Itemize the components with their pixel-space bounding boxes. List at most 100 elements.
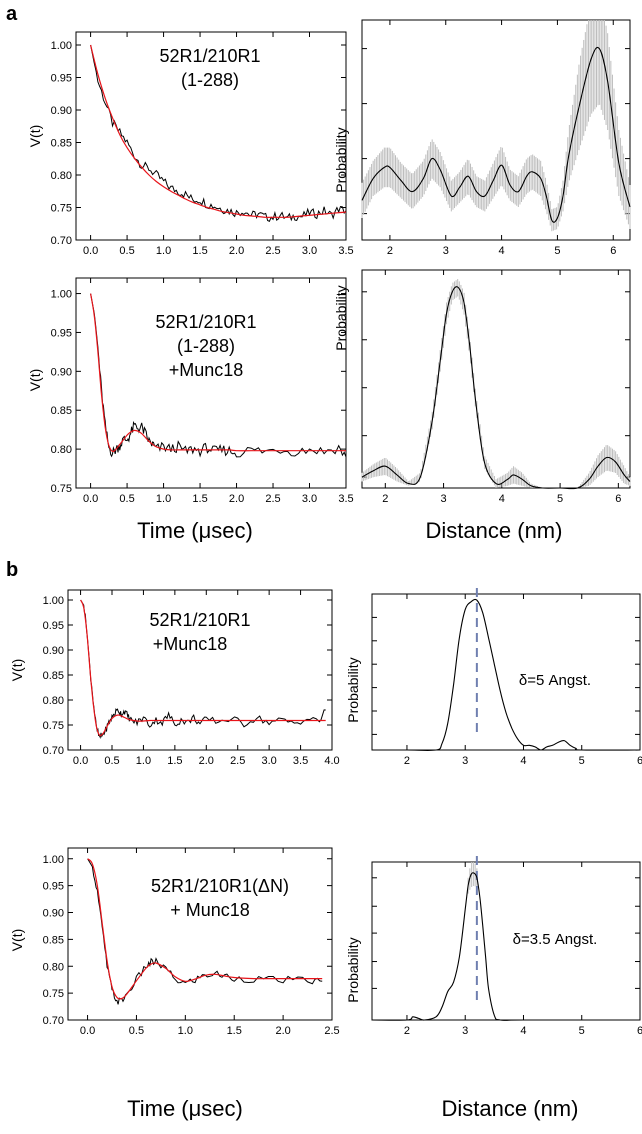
chart-a-left-bottom-marks: 0.0 0.5 1.0 1.5 2.0 2.5 3.0 3.5 0.75 0.80 0.85 0.90… xyxy=(51,278,354,505)
series-distribution-line xyxy=(371,872,640,1021)
chart-a-left-top-marks: 0.0 0.5 1.0 1.5 2.0 2.5 3.0 3.5 0.70 0.75 0.80 0.85… xyxy=(51,32,354,257)
x-tick-label: 6 xyxy=(615,493,621,505)
chart-b-left-top: 52R1/210R1 +Munc18 V(t) xyxy=(9,589,333,751)
series-data-line xyxy=(90,44,347,222)
x-tick-label: 0.0 xyxy=(83,245,98,257)
x-axis-label: Time (μsec) xyxy=(137,518,253,543)
chart-a-right-top-marks: 2 3 4 5 6 xyxy=(361,20,631,257)
plot-frame xyxy=(361,269,631,489)
x-tick-label: 2.5 xyxy=(230,755,245,767)
chart-b-right-bottom: δ=3.5 Angst. Probability Distance (nm) xyxy=(345,861,641,1121)
x-tick-label: 0.0 xyxy=(80,1025,95,1037)
chart-b-right-top: δ=5 Angst. Probability xyxy=(345,593,641,751)
x-tick-label: 1.5 xyxy=(192,493,207,505)
plot-frame xyxy=(75,31,347,241)
x-tick-label: 2.0 xyxy=(229,493,244,505)
x-tick-label: 3 xyxy=(441,493,447,505)
panel-label-b: b xyxy=(6,559,18,581)
y-tick-label: 1.00 xyxy=(51,289,72,301)
x-tick-label: 4 xyxy=(499,493,505,505)
x-tick-label: 4.0 xyxy=(324,755,339,767)
annotation-line-1: 52R1/210R1 xyxy=(155,312,256,332)
y-tick-label: 0.75 xyxy=(43,720,64,732)
x-tick-label: 1.0 xyxy=(156,493,171,505)
series-fit-line xyxy=(90,44,347,218)
y-tick-label: 0.75 xyxy=(51,203,72,215)
y-tick-label: 0.70 xyxy=(51,235,72,247)
y-tick-label: 0.80 xyxy=(43,695,64,707)
plot-frame xyxy=(371,593,641,751)
y-tick-label: 0.90 xyxy=(51,366,72,378)
x-tick-label: 3.5 xyxy=(338,493,353,505)
plot-frame xyxy=(67,847,333,1021)
chart-a-right-top: Probability xyxy=(333,19,631,241)
annotation-line-3: +Munc18 xyxy=(169,360,244,380)
x-axis-label: Time (μsec) xyxy=(127,1096,243,1121)
x-tick-label: 1.0 xyxy=(156,245,171,257)
x-tick-label: 4 xyxy=(520,755,526,767)
x-tick-label: 3.0 xyxy=(302,493,317,505)
y-axis-label: Probability xyxy=(333,127,349,192)
x-tick-label: 2.0 xyxy=(275,1025,290,1037)
y-tick-label: 1.00 xyxy=(51,40,72,52)
x-tick-label: 2.5 xyxy=(265,245,280,257)
x-tick-label: 4 xyxy=(499,245,505,257)
x-tick-label: 3.0 xyxy=(261,755,276,767)
x-tick-label: 1.5 xyxy=(227,1025,242,1037)
y-tick-label: 0.85 xyxy=(51,138,72,150)
x-axis-label: Distance (nm) xyxy=(426,518,563,543)
y-axis-label: Probability xyxy=(345,657,361,722)
y-axis-label: V(t) xyxy=(9,659,25,682)
chart-b-left-top-marks: 0.0 0.5 1.0 1.5 2.0 2.5 3.0 3.5 4.0 0.70 0.75 0.80 0… xyxy=(43,590,340,767)
y-tick-label: 0.85 xyxy=(43,934,64,946)
x-tick-label: 2.5 xyxy=(265,493,280,505)
x-tick-label: 5 xyxy=(579,755,585,767)
annotation-line-2: +Munc18 xyxy=(153,634,228,654)
chart-b-right-top-marks: 2 3 4 5 6 xyxy=(372,588,642,767)
x-tick-label: 0.0 xyxy=(73,755,88,767)
chart-a-right-bottom-marks: 2 3 4 5 6 xyxy=(361,270,631,505)
x-tick-label: 0.5 xyxy=(119,245,134,257)
annotation-line-2: (1-288) xyxy=(181,70,239,90)
x-tick-label: 5 xyxy=(554,245,560,257)
y-tick-label: 1.00 xyxy=(43,595,64,607)
annotation-line-2: + Munc18 xyxy=(170,900,250,920)
x-tick-label: 2 xyxy=(404,1025,410,1037)
x-tick-label: 1.5 xyxy=(192,245,207,257)
x-tick-label: 1.0 xyxy=(136,755,151,767)
series-fit-line xyxy=(90,293,346,453)
y-tick-label: 0.75 xyxy=(51,483,72,495)
annotation-line-2: (1-288) xyxy=(177,336,235,356)
annotation-line-1: 52R1/210R1 xyxy=(149,610,250,630)
x-tick-label: 0.5 xyxy=(129,1025,144,1037)
chart-a-left-bottom: 52R1/210R1 (1-288) +Munc18 V(t) Time (μs… xyxy=(27,277,347,543)
y-tick-label: 0.95 xyxy=(51,73,72,85)
y-tick-label: 0.80 xyxy=(43,961,64,973)
x-tick-label: 3.0 xyxy=(302,245,317,257)
series-data-line xyxy=(90,293,347,458)
annotation-line-1: 52R1/210R1 xyxy=(159,46,260,66)
plot-frame xyxy=(361,19,631,241)
y-tick-label: 0.90 xyxy=(43,645,64,657)
x-tick-label: 1.5 xyxy=(167,755,182,767)
chart-marks: 0.0 0.5 1.0 1.5 2.0 2.5 3.0 3.5 0.70 0.75 0.80 0.85… xyxy=(43,20,642,1037)
x-tick-label: 2.5 xyxy=(324,1025,339,1037)
x-tick-label: 2 xyxy=(382,493,388,505)
chart-b-left-bottom-marks: 0.0 0.5 1.0 1.5 2.0 2.5 0.70 0.75 0.80 0.85 0.90 0.… xyxy=(43,848,340,1037)
y-axis-label: V(t) xyxy=(27,369,43,392)
series-distribution-line xyxy=(372,598,641,751)
x-tick-label: 5 xyxy=(557,493,563,505)
panel-label-a: a xyxy=(6,3,18,25)
y-tick-label: 0.80 xyxy=(51,170,72,182)
delta-annotation: δ=3.5 Angst. xyxy=(513,931,598,948)
series-fit-line xyxy=(80,599,326,737)
y-axis-label: Probability xyxy=(345,937,361,1002)
x-tick-label: 6 xyxy=(637,755,642,767)
y-tick-label: 0.90 xyxy=(51,105,72,117)
chart-b-left-bottom: 52R1/210R1(ΔN) + Munc18 V(t) Time (μsec) xyxy=(9,847,333,1121)
plot-frame xyxy=(75,277,347,489)
x-tick-label: 0.0 xyxy=(83,493,98,505)
y-tick-label: 0.75 xyxy=(43,988,64,1000)
x-tick-label: 0.5 xyxy=(104,755,119,767)
